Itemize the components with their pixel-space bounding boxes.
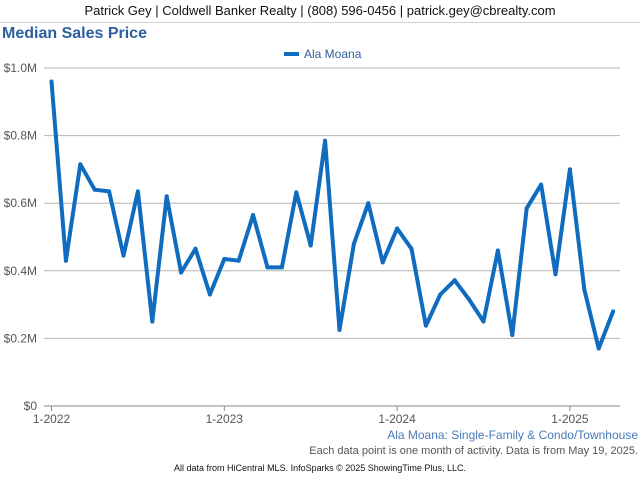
data-point xyxy=(121,253,126,258)
y-tick-label: $0.6M xyxy=(4,196,37,210)
data-point xyxy=(395,226,400,231)
x-tick-label: 1-2022 xyxy=(33,412,71,426)
y-tick-label: $0.4M xyxy=(4,264,37,278)
data-point xyxy=(409,246,414,251)
data-point xyxy=(567,167,572,172)
x-tick-label: 1-2025 xyxy=(551,412,589,426)
series-line-ala-moana xyxy=(49,81,615,351)
data-point xyxy=(78,162,83,167)
data-point xyxy=(265,265,270,270)
data-point xyxy=(164,194,169,199)
data-point xyxy=(236,258,241,263)
legend-label-ala-moana: Ala Moana xyxy=(304,47,362,61)
data-point xyxy=(63,258,68,263)
data-point xyxy=(49,79,54,84)
data-point xyxy=(222,257,227,261)
data-point xyxy=(539,182,544,187)
data-point xyxy=(510,333,515,337)
data-point xyxy=(294,190,299,195)
legend: Ala Moana xyxy=(284,47,362,61)
data-point xyxy=(380,260,385,265)
data-point xyxy=(107,189,112,194)
data-point xyxy=(553,272,558,277)
data-point xyxy=(308,243,313,248)
data-point xyxy=(323,138,328,143)
data-point xyxy=(150,319,155,324)
data-point xyxy=(351,241,356,246)
x-tick-label: 1-2023 xyxy=(206,412,244,426)
axis-layer: $0 $0.2M $0.4M $0.6M $0.8M $1.0M 1-2022 1-2023 1… xyxy=(4,61,589,426)
data-point xyxy=(207,292,212,297)
data-point xyxy=(481,319,486,324)
contact-header: Patrick Gey | Coldwell Banker Realty | (… xyxy=(0,0,640,23)
data-point xyxy=(92,187,97,192)
series-layer xyxy=(49,79,616,351)
data-point xyxy=(423,323,428,328)
y-tick-label: $0 xyxy=(24,399,38,413)
data-point xyxy=(337,327,342,332)
footer-attribution: All data from HiCentral MLS. InfoSparks … xyxy=(174,463,466,473)
data-point xyxy=(495,248,500,253)
chart-title: Median Sales Price xyxy=(2,25,147,42)
chart-subtitle: Ala Moana: Single-Family & Condo/Townhou… xyxy=(387,428,638,442)
data-point xyxy=(251,213,256,217)
data-point xyxy=(366,201,371,206)
data-point xyxy=(452,278,457,283)
data-point xyxy=(467,297,472,302)
data-point xyxy=(179,270,184,275)
data-point xyxy=(438,292,443,297)
data-point xyxy=(611,309,616,314)
data-point xyxy=(596,346,601,351)
data-note: Each data point is one month of activity… xyxy=(309,445,638,457)
y-tick-label: $0.2M xyxy=(4,331,37,345)
data-point xyxy=(135,189,140,194)
data-point xyxy=(279,265,284,270)
y-tick-label: $1.0M xyxy=(4,61,37,75)
data-point xyxy=(582,287,587,292)
data-point xyxy=(524,206,529,211)
data-point xyxy=(193,246,198,251)
x-tick-label: 1-2024 xyxy=(378,412,416,426)
y-tick-label: $0.8M xyxy=(4,129,37,143)
